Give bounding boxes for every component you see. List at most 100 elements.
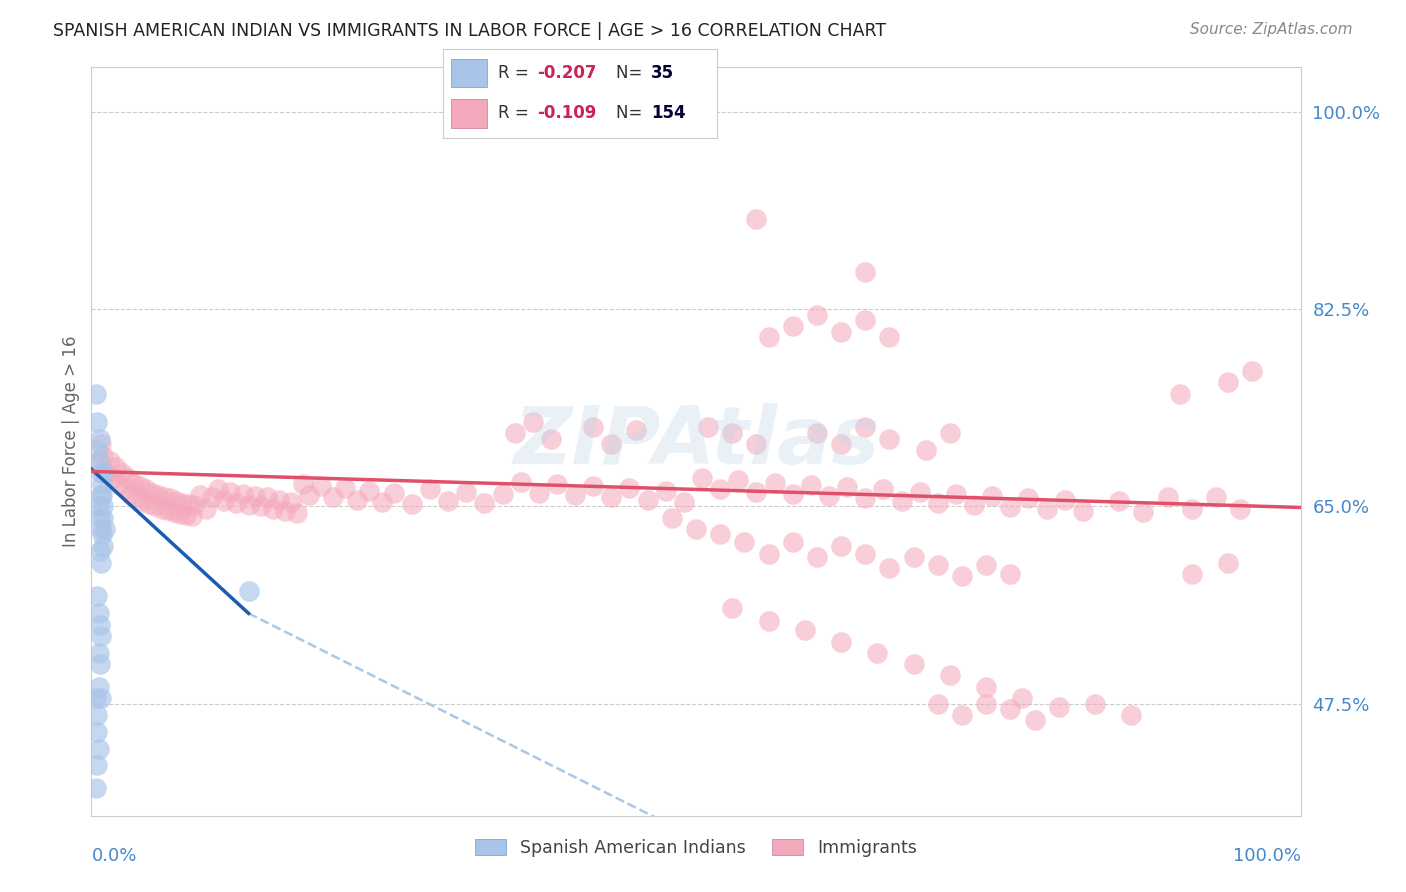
- Point: [1018, 491, 1040, 506]
- Point: [527, 485, 550, 500]
- Point: [90, 690, 112, 705]
- Point: [835, 480, 858, 494]
- Point: [690, 471, 713, 485]
- Point: [267, 492, 290, 507]
- Point: [114, 483, 136, 497]
- Point: [172, 496, 194, 510]
- Point: [509, 475, 531, 489]
- Point: [256, 491, 278, 505]
- Point: [1216, 376, 1239, 390]
- Point: [127, 491, 149, 505]
- Point: [90, 556, 112, 570]
- Y-axis label: In Labor Force | Age > 16: In Labor Force | Age > 16: [62, 335, 80, 548]
- Point: [169, 507, 191, 521]
- Point: [214, 493, 236, 508]
- Point: [654, 483, 676, 498]
- FancyBboxPatch shape: [451, 99, 486, 128]
- Point: [939, 668, 962, 682]
- Point: [183, 498, 205, 512]
- Text: SPANISH AMERICAN INDIAN VS IMMIGRANTS IN LABOR FORCE | AGE > 16 CORRELATION CHAR: SPANISH AMERICAN INDIAN VS IMMIGRANTS IN…: [53, 22, 887, 40]
- Point: [1108, 493, 1130, 508]
- Point: [619, 481, 641, 495]
- Point: [91, 488, 114, 502]
- Point: [853, 313, 876, 327]
- Point: [207, 483, 229, 497]
- Point: [90, 629, 112, 643]
- Point: [745, 484, 768, 499]
- Point: [180, 509, 202, 524]
- Point: [243, 489, 266, 503]
- Point: [582, 420, 605, 434]
- Point: [104, 459, 127, 474]
- Point: [1000, 500, 1022, 515]
- Point: [141, 485, 163, 500]
- Point: [879, 432, 901, 446]
- Point: [219, 484, 242, 499]
- Point: [1229, 501, 1251, 516]
- Point: [90, 437, 112, 451]
- Point: [86, 724, 108, 739]
- Point: [322, 491, 344, 505]
- Point: [853, 265, 876, 279]
- Point: [721, 600, 744, 615]
- Point: [84, 780, 107, 795]
- Point: [346, 492, 368, 507]
- Point: [93, 539, 115, 553]
- Point: [806, 549, 828, 564]
- Point: [522, 415, 544, 429]
- Point: [793, 624, 815, 638]
- Point: [128, 479, 150, 493]
- Point: [1181, 566, 1204, 581]
- Point: [90, 488, 112, 502]
- Point: [419, 483, 441, 497]
- Point: [87, 500, 110, 514]
- Point: [91, 476, 114, 491]
- Point: [238, 498, 260, 512]
- Point: [853, 420, 876, 434]
- Point: [94, 466, 117, 480]
- Point: [945, 487, 967, 501]
- Text: Source: ZipAtlas.com: Source: ZipAtlas.com: [1189, 22, 1353, 37]
- Point: [159, 491, 181, 506]
- Point: [285, 506, 308, 520]
- Point: [86, 707, 108, 722]
- Point: [101, 471, 124, 485]
- Point: [93, 466, 115, 480]
- Point: [135, 483, 157, 497]
- Point: [456, 484, 478, 499]
- Point: [582, 479, 605, 493]
- Point: [727, 474, 749, 488]
- Point: [1168, 386, 1191, 401]
- Point: [758, 547, 780, 561]
- Text: 154: 154: [651, 104, 686, 122]
- Point: [491, 487, 513, 501]
- Point: [950, 707, 973, 722]
- Point: [806, 308, 828, 322]
- Point: [472, 496, 495, 510]
- Point: [89, 544, 111, 558]
- Point: [107, 476, 129, 491]
- Point: [903, 549, 925, 564]
- Point: [637, 492, 659, 507]
- Point: [89, 432, 111, 446]
- Point: [963, 498, 986, 512]
- Point: [146, 488, 169, 502]
- Point: [174, 508, 197, 523]
- Point: [1241, 364, 1264, 378]
- Point: [87, 607, 110, 621]
- Point: [87, 646, 110, 660]
- Point: [225, 496, 247, 510]
- Point: [401, 497, 423, 511]
- Point: [87, 454, 110, 468]
- Point: [238, 583, 260, 598]
- Text: R =: R =: [498, 104, 534, 122]
- Point: [89, 510, 111, 524]
- Point: [291, 476, 314, 491]
- Text: -0.109: -0.109: [537, 104, 598, 122]
- Point: [927, 496, 949, 510]
- Point: [117, 471, 139, 485]
- Point: [908, 484, 931, 499]
- Point: [370, 495, 392, 509]
- Point: [672, 495, 695, 509]
- Point: [231, 487, 253, 501]
